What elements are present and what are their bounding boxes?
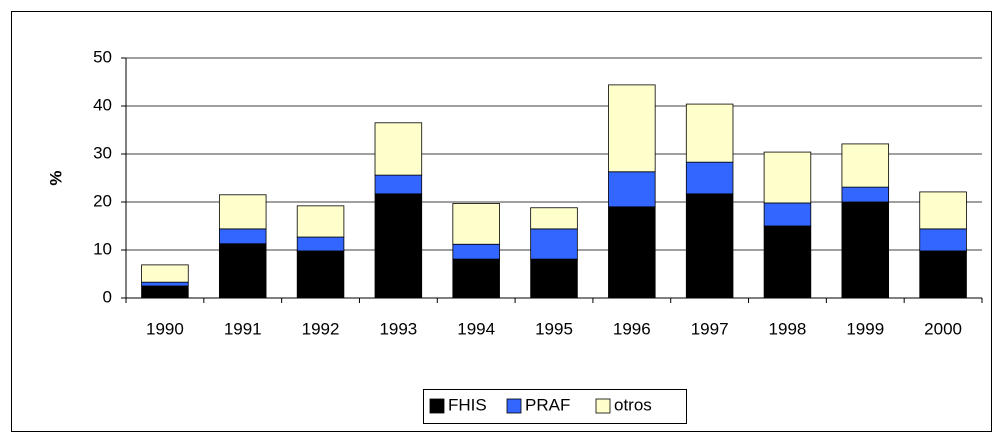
- x-tick-label: 1990: [146, 319, 184, 338]
- legend-box: [423, 389, 687, 424]
- bar-segment: [296, 250, 345, 299]
- bar-segment: [841, 186, 890, 203]
- y-tick-label: 0: [103, 287, 112, 306]
- bar-segment: [141, 281, 189, 287]
- bar-segment: [608, 171, 656, 208]
- x-tick-label: 1999: [846, 319, 884, 338]
- x-tick-label: 1994: [457, 319, 495, 338]
- y-tick-label: 10: [93, 239, 112, 258]
- bar-segment: [841, 143, 890, 188]
- legend-label: FHIS: [448, 395, 487, 414]
- bar-segment: [841, 201, 890, 299]
- bar-segment: [685, 193, 734, 299]
- y-axis-label: %: [46, 170, 65, 185]
- bar-segment: [374, 193, 423, 299]
- bar-segment: [763, 151, 812, 204]
- bar-segment: [452, 203, 500, 245]
- chart-border: [11, 11, 992, 432]
- y-tick-label: 30: [93, 143, 112, 162]
- legend-label: otros: [614, 395, 652, 414]
- bar-segment: [452, 243, 500, 260]
- bar-segment: [763, 202, 812, 227]
- bar-segment: [141, 264, 189, 283]
- x-tick-label: 1995: [535, 319, 573, 338]
- legend-swatch: [506, 398, 522, 414]
- bar-segment: [218, 228, 267, 245]
- bar-segment: [530, 258, 578, 299]
- y-tick-label: 40: [93, 95, 112, 114]
- x-tick-label: 1992: [302, 319, 340, 338]
- bar-segment: [608, 206, 656, 299]
- bar-segment: [608, 84, 656, 173]
- bar-segment: [919, 250, 967, 299]
- y-tick-label: 20: [93, 191, 112, 210]
- x-tick-label: 2000: [924, 319, 962, 338]
- legend-swatch: [595, 398, 611, 414]
- bar-segment: [218, 243, 267, 299]
- x-tick-label: 1993: [379, 319, 417, 338]
- x-tick-label: 1991: [224, 319, 262, 338]
- x-tick-label: 1996: [613, 319, 651, 338]
- legend-label: PRAF: [525, 395, 570, 414]
- bar-segment: [685, 103, 734, 163]
- x-tick-label: 1997: [691, 319, 729, 338]
- bar-segment: [763, 225, 812, 299]
- bar-segment: [218, 194, 267, 230]
- bar-segment: [452, 258, 500, 299]
- bar-segment: [685, 161, 734, 195]
- bar-segment: [530, 228, 578, 260]
- bar-segment: [919, 228, 967, 252]
- legend-swatch: [429, 398, 445, 414]
- bar-segment: [374, 174, 423, 195]
- bar-segment: [296, 236, 345, 252]
- bar-segment: [141, 285, 189, 299]
- y-tick-label: 50: [93, 47, 112, 66]
- bar-segment: [530, 207, 578, 230]
- bar-segment: [296, 205, 345, 238]
- bar-segment: [919, 191, 967, 230]
- x-tick-label: 1998: [769, 319, 807, 338]
- bar-segment: [374, 122, 423, 176]
